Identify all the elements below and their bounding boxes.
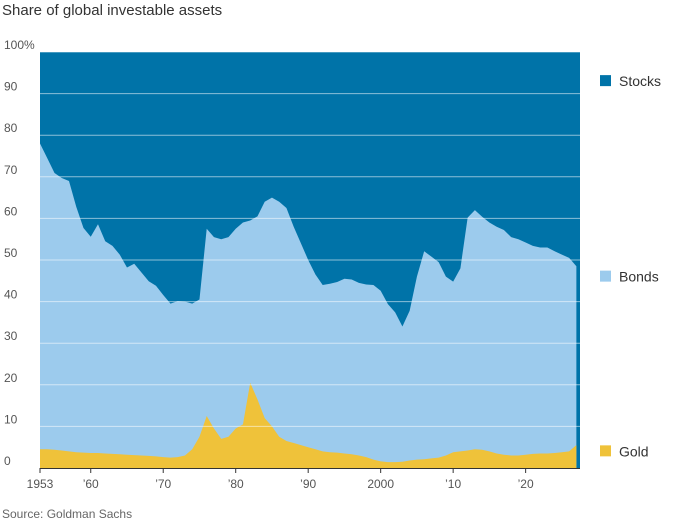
y-tick-label: 70 [4, 163, 18, 177]
chart-plot: 0 10 20 30 40 50 60 70 80 90 100% 1953 ’60 ’70 ’80 ’90 2… [4, 38, 661, 491]
y-tick-label: 10 [4, 412, 18, 426]
y-tick-label: 100% [4, 38, 35, 52]
legend-swatch-gold [600, 445, 611, 457]
x-tick-label: ’80 [228, 477, 244, 491]
y-tick-label: 60 [4, 204, 18, 218]
y-tick-label: 40 [4, 288, 18, 302]
y-tick-label: 20 [4, 371, 18, 385]
legend-swatch-stocks [600, 75, 611, 87]
bonds-area [40, 143, 577, 468]
x-tick-label: ’70 [155, 477, 171, 491]
y-tick-label: 30 [4, 329, 18, 343]
y-tick-label: 80 [4, 121, 18, 135]
legend-label-bonds: Bonds [619, 269, 659, 285]
x-tick-label: ’10 [445, 477, 461, 491]
y-tick-label: 90 [4, 80, 18, 94]
legend-label-stocks: Stocks [619, 73, 661, 89]
source-note: Source: Goldman Sachs [2, 507, 133, 521]
y-tick-label: 50 [4, 246, 18, 260]
legend-swatch-bonds [600, 270, 611, 282]
chart-title: Share of global investable assets [2, 2, 223, 19]
x-tick-label: ’20 [518, 477, 534, 491]
x-tick-label: ’90 [300, 477, 316, 491]
legend-label-gold: Gold [619, 443, 649, 459]
x-tick-label: 1953 [27, 477, 54, 491]
y-tick-label: 0 [4, 454, 11, 468]
x-tick-label: ’60 [83, 477, 99, 491]
x-tick-label: 2000 [367, 477, 394, 491]
gold-area [40, 382, 577, 468]
